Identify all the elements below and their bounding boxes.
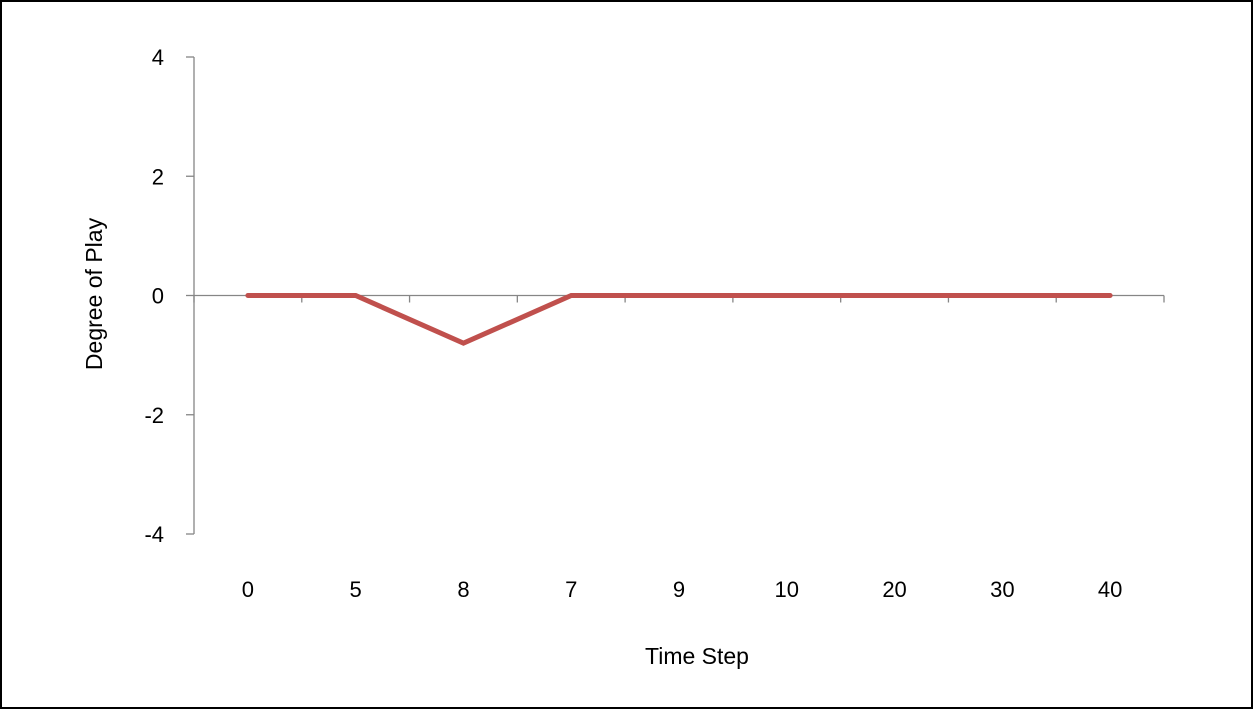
- y-tick-label: 2: [152, 164, 164, 189]
- x-tick-label: 5: [350, 577, 362, 602]
- x-axis-title: Time Step: [645, 643, 749, 669]
- y-tick-label: 0: [152, 284, 164, 309]
- data-point: [247, 295, 249, 296]
- x-tick-label: 40: [1098, 577, 1122, 602]
- y-tick-label: -4: [144, 522, 164, 547]
- y-tick-label: -2: [144, 403, 164, 428]
- x-tick-label: 0: [242, 577, 254, 602]
- x-tick-label: 20: [882, 577, 906, 602]
- series-group: [245, 293, 1113, 346]
- series-line-0: [245, 293, 1113, 346]
- data-point: [786, 295, 788, 296]
- x-tick-label: 10: [775, 577, 799, 602]
- x-tick-label: 8: [457, 577, 469, 602]
- x-tick-label: 9: [673, 577, 685, 602]
- data-point: [1001, 295, 1003, 296]
- x-tick-label: 30: [990, 577, 1014, 602]
- data-point: [678, 295, 680, 296]
- data-point: [1109, 295, 1111, 296]
- y-tick-label: 4: [152, 45, 164, 70]
- data-point: [462, 342, 464, 344]
- data-point: [894, 295, 896, 296]
- data-point: [355, 295, 357, 296]
- data-point: [570, 295, 572, 296]
- y-axis-title: Degree of Play: [81, 217, 107, 370]
- y-axis: 4 2 0 -2 -4: [144, 45, 195, 547]
- x-axis: 0 5 8 7 9 10 20 30 40: [193, 294, 1165, 602]
- x-tick-label: 7: [565, 577, 577, 602]
